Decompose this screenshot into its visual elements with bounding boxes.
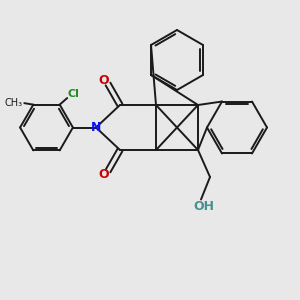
Text: O: O <box>98 167 109 181</box>
Text: Cl: Cl <box>67 89 79 99</box>
Text: N: N <box>91 121 101 134</box>
Text: O: O <box>98 74 109 88</box>
Text: OH: OH <box>194 200 214 214</box>
Text: CH₃: CH₃ <box>5 98 23 108</box>
